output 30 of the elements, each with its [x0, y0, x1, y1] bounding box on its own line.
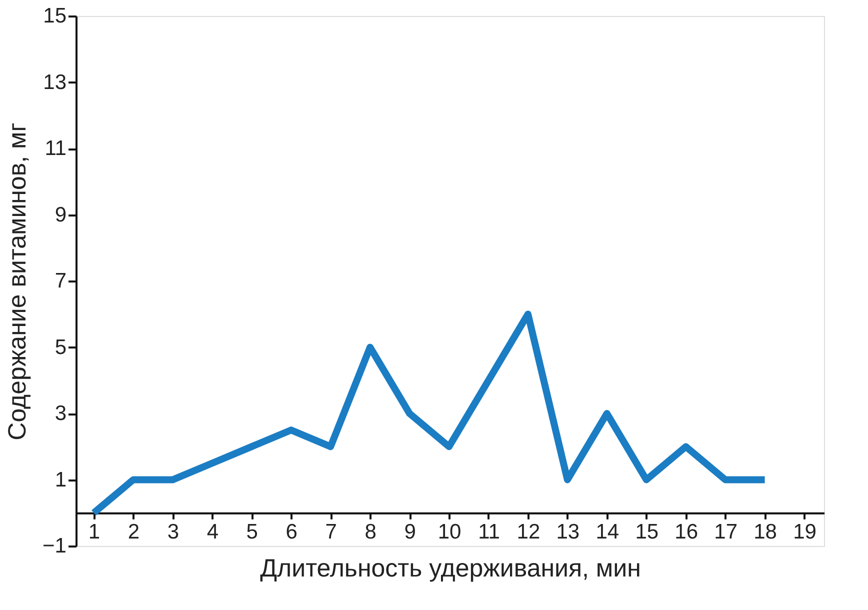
x-tick-label: 16 [674, 520, 698, 544]
x-tick-label: 11 [478, 520, 500, 544]
x-tick-label: 9 [404, 520, 416, 544]
y-tick-label: −1 [42, 534, 66, 558]
y-tick-label: 9 [54, 203, 66, 226]
x-tick-label: 2 [128, 520, 140, 544]
y-tick-label: 13 [43, 70, 66, 94]
x-tick-label: 15 [635, 520, 659, 544]
x-tick-label: 5 [246, 520, 258, 544]
y-tick-label: 5 [54, 336, 66, 359]
x-tick-label: 4 [206, 520, 219, 544]
y-tick-label: 3 [54, 402, 66, 425]
x-axis-title: Длительность удерживания, мин [260, 554, 641, 582]
x-tick-label: 10 [438, 520, 462, 544]
y-tick-label: 11 [44, 137, 66, 160]
x-tick-label: 6 [286, 520, 298, 544]
x-tick-label: 12 [516, 520, 540, 544]
x-tick-label: 7 [325, 520, 337, 544]
y-tick-label: 7 [54, 270, 66, 292]
y-tick-label: 1 [54, 468, 66, 492]
x-tick-label: 3 [167, 520, 180, 544]
y-axis-title: Содержание витаминов, мг [4, 122, 32, 440]
x-tick-label: 18 [754, 520, 777, 544]
x-tick-label: 14 [596, 520, 620, 544]
x-tick-label: 1 [88, 520, 100, 544]
x-tick-label: 19 [793, 520, 816, 544]
x-tick-label: 13 [556, 520, 580, 544]
x-tick-label: 17 [714, 520, 738, 544]
y-tick-label: 15 [43, 4, 66, 28]
x-tick-label: 8 [364, 520, 376, 544]
